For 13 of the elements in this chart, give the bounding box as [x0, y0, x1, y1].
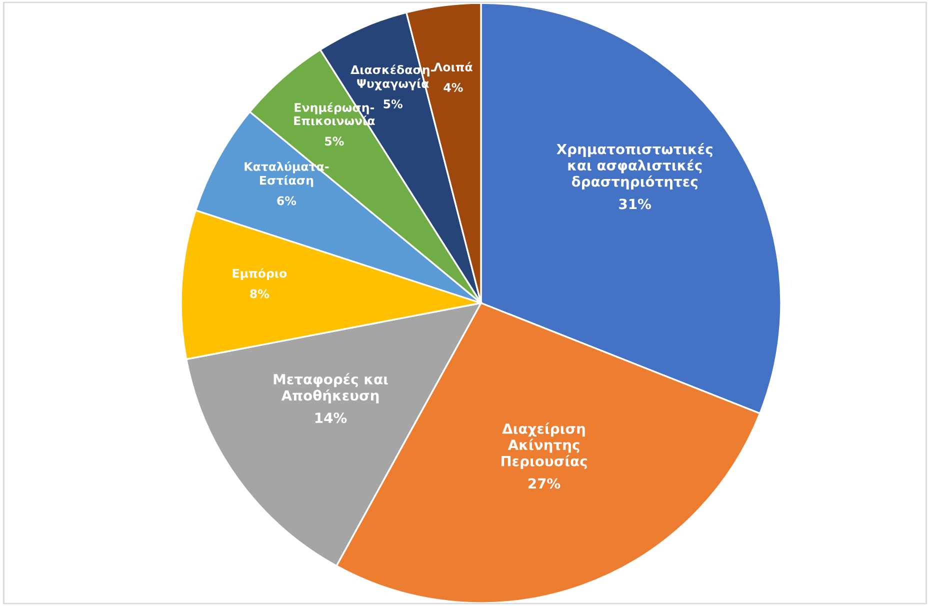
data-label: 5% — [325, 136, 344, 146]
slice-label: Εμπόριο — [232, 268, 287, 280]
data-label: 14% — [315, 412, 347, 424]
slice-label: Χρηματοπιστωτικές και ασφαλιστικές δραστηριότητες — [556, 143, 712, 190]
data-label: 5% — [384, 99, 402, 108]
data-label: 8% — [250, 289, 270, 298]
data-label: 27% — [528, 478, 560, 489]
data-label: 31% — [619, 198, 652, 210]
slice-label: Λοιπά — [434, 62, 472, 72]
data-label: 4% — [444, 82, 463, 92]
data-label: 6% — [277, 196, 296, 206]
slice-label: Μεταφορές και Αποθήκευση — [274, 373, 388, 404]
slice-label: Διαχείριση Ακίνητης Περιουσίας — [501, 422, 587, 470]
